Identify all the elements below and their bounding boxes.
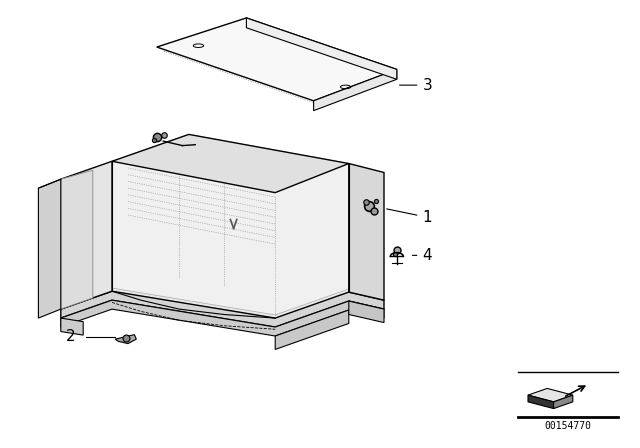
Text: 1: 1 (387, 209, 432, 225)
Text: 4: 4 (412, 248, 432, 263)
Text: 2: 2 (65, 329, 76, 345)
Polygon shape (112, 288, 349, 318)
Polygon shape (528, 395, 554, 409)
Polygon shape (61, 318, 83, 335)
Polygon shape (112, 134, 349, 193)
Polygon shape (112, 134, 349, 318)
Polygon shape (349, 164, 384, 300)
Polygon shape (38, 179, 61, 318)
Polygon shape (61, 170, 93, 309)
Polygon shape (246, 18, 397, 79)
Polygon shape (314, 69, 397, 111)
Polygon shape (115, 335, 136, 344)
Polygon shape (554, 395, 573, 409)
Polygon shape (61, 300, 384, 336)
Polygon shape (61, 291, 384, 327)
Polygon shape (61, 161, 112, 309)
Polygon shape (157, 18, 397, 101)
Text: 3: 3 (399, 78, 432, 93)
Text: 00154770: 00154770 (545, 421, 591, 431)
Polygon shape (528, 388, 573, 402)
Polygon shape (349, 301, 384, 323)
Polygon shape (275, 310, 349, 349)
